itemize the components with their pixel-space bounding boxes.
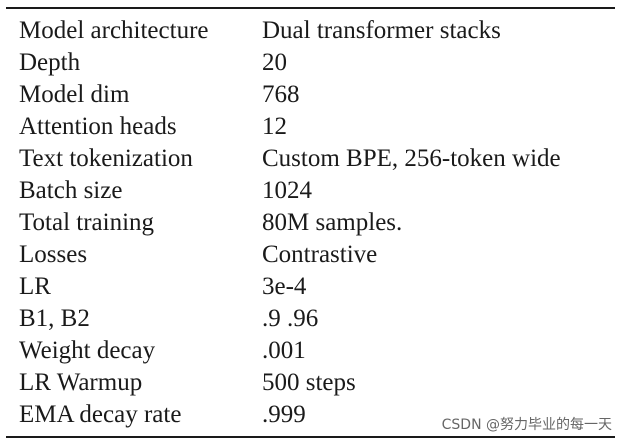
- param-value: 768: [262, 81, 300, 108]
- table-row: LR Warmup 500 steps: [19, 367, 561, 399]
- table-row: Batch size 1024: [19, 175, 561, 207]
- param-value: 80M samples.: [262, 209, 403, 236]
- table-row: Weight decay .001: [19, 335, 561, 367]
- param-value: 3e-4: [262, 273, 307, 300]
- table-row: Attention heads 12: [19, 111, 561, 143]
- param-name: EMA decay rate: [19, 401, 182, 428]
- param-name: Model dim: [19, 81, 130, 108]
- param-value: 12: [262, 113, 287, 140]
- param-value: 1024: [262, 177, 312, 204]
- param-name: B1, B2: [19, 305, 90, 332]
- table-row: Depth 20: [19, 47, 561, 79]
- table-row: Total training 80M samples.: [19, 207, 561, 239]
- param-value: 500 steps: [262, 369, 356, 396]
- param-value: 20: [262, 49, 287, 76]
- table-row: EMA decay rate .999: [19, 399, 561, 431]
- watermark-text: CSDN @努力毕业的每一天: [441, 416, 612, 434]
- param-value: Dual transformer stacks: [262, 17, 501, 44]
- param-value: .9 .96: [262, 305, 319, 332]
- param-name: Attention heads: [19, 113, 177, 140]
- param-name: Model architecture: [19, 17, 209, 44]
- table-row: Model architecture Dual transformer stac…: [19, 15, 561, 47]
- table-row: B1, B2 .9 .96: [19, 303, 561, 335]
- table-row: Model dim 768: [19, 79, 561, 111]
- param-value: .001: [262, 337, 306, 364]
- param-name: Losses: [19, 241, 88, 268]
- param-name: Batch size: [19, 177, 123, 204]
- param-name: LR Warmup: [19, 369, 143, 396]
- param-value: Custom BPE, 256-token wide: [262, 145, 561, 172]
- param-name: Text tokenization: [19, 145, 193, 172]
- table-row: Text tokenization Custom BPE, 256-token …: [19, 143, 561, 175]
- param-value: .999: [262, 401, 306, 428]
- param-name: LR: [19, 273, 51, 300]
- param-value: Contrastive: [262, 241, 378, 268]
- hyperparameter-table: Model architecture Dual transformer stac…: [19, 15, 561, 431]
- param-name: Weight decay: [19, 337, 156, 364]
- table-row: Losses Contrastive: [19, 239, 561, 271]
- table-top-rule: [6, 7, 615, 9]
- param-name: Depth: [19, 49, 81, 76]
- table-row: LR 3e-4: [19, 271, 561, 303]
- table-bottom-rule: [6, 436, 615, 438]
- param-name: Total training: [19, 209, 155, 236]
